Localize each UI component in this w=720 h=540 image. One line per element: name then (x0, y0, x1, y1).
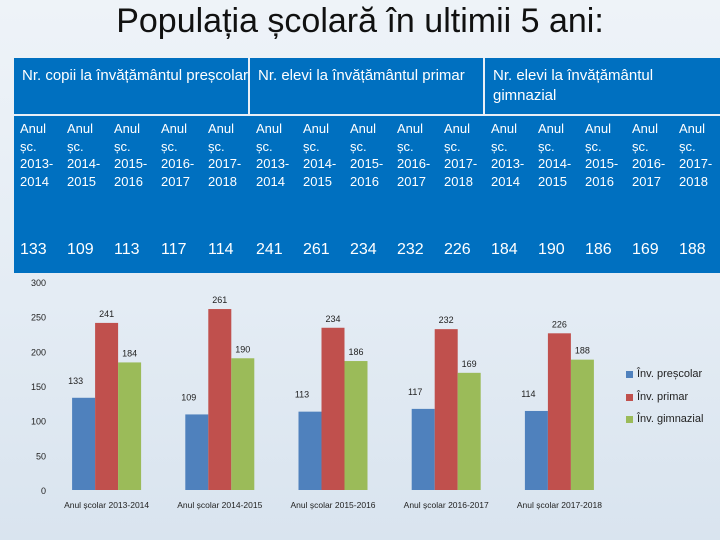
data-table: Nr. copii la învățământul preșcolar Anul … (14, 58, 720, 273)
table-year-cell: Anul șc. 2017-2018 (444, 121, 478, 189)
bar (547, 333, 571, 490)
legend-label: Înv. preșcolar (637, 368, 703, 380)
legend-item-primar: Înv. primar (626, 391, 688, 403)
table-year-cell: Anul șc. 2013-2014 (20, 121, 54, 189)
bar (231, 358, 255, 490)
bar (411, 408, 435, 490)
data-label: 241 (99, 309, 114, 319)
legend-swatch (626, 393, 633, 401)
table-value-cell: 241 (256, 241, 283, 258)
table-group-header: Nr. elevi la învățământul gimnazial (493, 67, 654, 104)
bar (570, 359, 594, 490)
y-tick-label: 150 (31, 382, 46, 392)
bar (321, 327, 345, 490)
table-year-cell: Anul șc. 2015-2016 (350, 121, 384, 189)
table-value-cell: 109 (67, 241, 94, 258)
data-label: 261 (212, 295, 227, 305)
bar (524, 410, 548, 490)
legend-item-prescolar: Înv. preșcolar (626, 368, 702, 380)
table-year-cell: Anul șc. 2016-2017 (161, 121, 195, 189)
table-value-cell: 169 (632, 241, 659, 258)
legend-swatch (626, 415, 633, 423)
data-label: 169 (462, 359, 477, 369)
table-value-cell: 234 (350, 241, 377, 258)
table-year-cell: Anul șc. 2013-2014 (256, 121, 290, 189)
table-year-cell: Anul șc. 2014-2015 (538, 121, 572, 189)
bar (185, 414, 209, 490)
y-tick-label: 0 (41, 486, 46, 496)
table-value-cell: 133 (20, 241, 47, 258)
x-tick-label: Anul școlar 2015-2016 (290, 500, 375, 510)
table-year-cell: Anul șc. 2016-2017 (632, 121, 666, 189)
table-divider (14, 114, 720, 116)
table-value-cell: 188 (679, 241, 706, 258)
bar (434, 329, 458, 490)
legend-label: Înv. primar (637, 391, 689, 403)
data-label: 186 (348, 347, 363, 357)
bar-chart: 0 50 100 150 200 250 300 133 241 184 Anul școlar 2… (31, 278, 602, 510)
table-value-cell: 261 (303, 241, 330, 258)
table-year-cell: Anul șc. 2016-2017 (397, 121, 431, 189)
bar (95, 322, 119, 490)
table-value-cell: 226 (444, 241, 471, 258)
x-tick-label: Anul școlar 2014-2015 (177, 500, 262, 510)
bar (72, 397, 96, 490)
table-year-cell: Anul șc. 2015-2016 (114, 121, 148, 189)
data-label: 184 (122, 348, 137, 358)
data-label: 188 (575, 346, 590, 356)
table-year-cell: Anul șc. 2015-2016 (585, 121, 619, 189)
table-value-cell: 184 (491, 241, 518, 258)
table-group-header: Nr. copii la învățământul preșcolar (22, 67, 248, 84)
table-year-cell: Anul șc. 2017-2018 (208, 121, 242, 189)
bar (208, 309, 232, 490)
data-label: 232 (439, 315, 454, 325)
table-value-cell: 117 (161, 241, 187, 258)
table-value-cell: 113 (114, 241, 140, 258)
bar (344, 361, 368, 490)
y-tick-label: 200 (31, 347, 46, 357)
x-tick-label: Anul școlar 2016-2017 (404, 500, 489, 510)
data-label: 113 (295, 390, 309, 400)
x-tick-label: Anul școlar 2013-2014 (64, 500, 149, 510)
legend-item-gimnazial: Înv. gimnazial (626, 413, 703, 425)
table-group-header: Nr. elevi la învățământul primar (258, 67, 465, 84)
data-label: 226 (552, 319, 567, 329)
data-label: 133 (68, 376, 83, 386)
y-tick-label: 50 (36, 451, 46, 461)
data-label: 114 (521, 389, 535, 399)
table-value-cell: 114 (208, 241, 234, 258)
x-tick-label: Anul școlar 2017-2018 (517, 500, 602, 510)
table-year-cell: Anul șc. 2014-2015 (67, 121, 101, 189)
table-divider (248, 58, 250, 114)
bar (457, 372, 481, 490)
page-title: Populația școlară în ultimii 5 ani: (116, 2, 604, 40)
bar (298, 411, 322, 490)
table-year-cell: Anul șc. 2013-2014 (491, 121, 525, 189)
table-year-cell: Anul șc. 2017-2018 (679, 121, 713, 189)
table-divider (483, 58, 485, 114)
data-label: 109 (181, 392, 196, 402)
table-value-cell: 186 (585, 241, 612, 258)
y-tick-label: 300 (31, 278, 46, 288)
y-tick-label: 250 (31, 313, 46, 323)
y-tick-label: 100 (31, 417, 46, 427)
data-label: 190 (235, 344, 250, 354)
legend-label: Înv. gimnazial (637, 413, 704, 425)
legend-swatch (626, 370, 633, 378)
table-value-cell: 232 (397, 241, 424, 258)
table-value-cell: 190 (538, 241, 565, 258)
bar (118, 362, 142, 490)
table-year-cell: Anul șc. 2014-2015 (303, 121, 337, 189)
data-label: 117 (408, 387, 422, 397)
data-label: 234 (325, 314, 340, 324)
